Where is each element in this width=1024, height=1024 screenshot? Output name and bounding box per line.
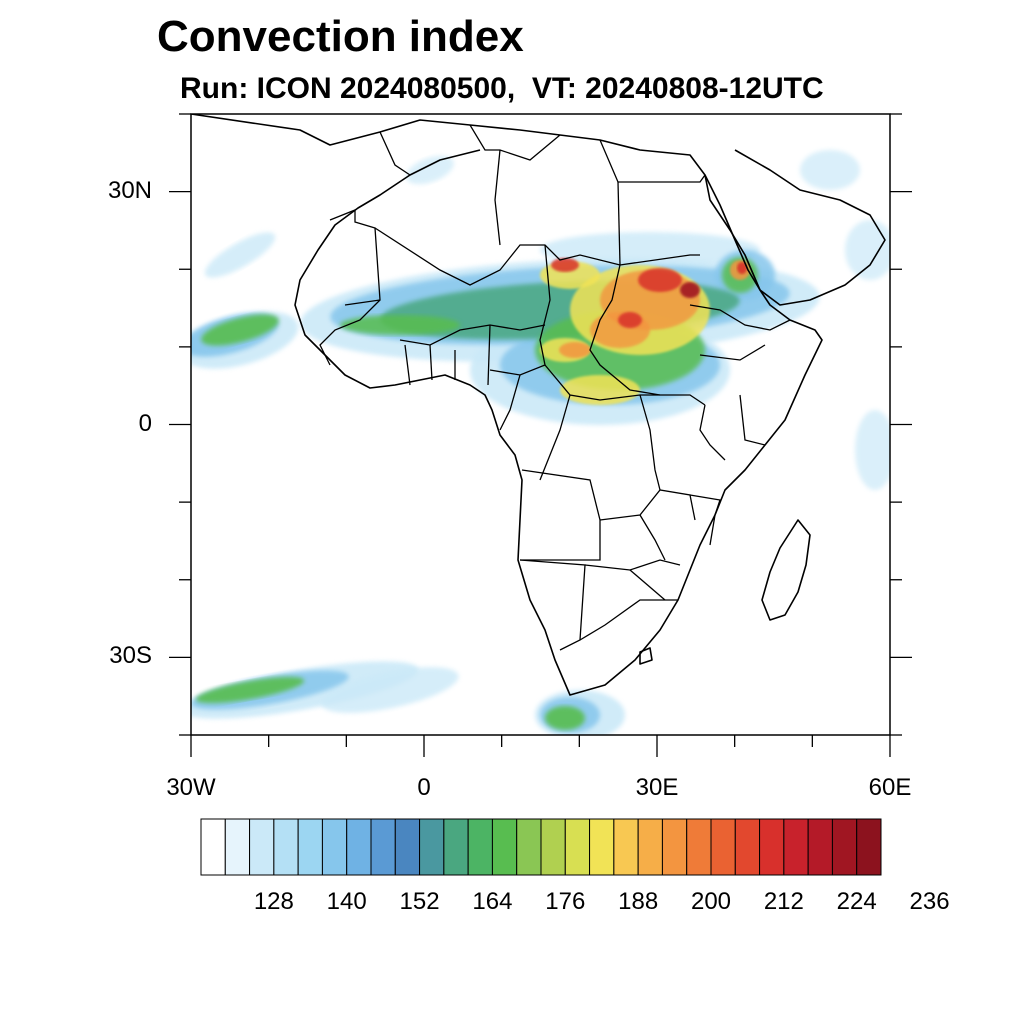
colorbar-label: 140 — [326, 888, 367, 915]
colorbar-swatch — [661, 818, 688, 876]
colorbar-swatch — [321, 818, 348, 876]
colorbar-swatch — [297, 818, 323, 876]
convection-area — [855, 410, 890, 490]
chart-subtitle: Run: ICON 2024080500, VT: 20240808-12UTC — [180, 72, 824, 105]
convection-area — [204, 232, 276, 278]
country-borders — [319, 124, 791, 651]
axis-ticks — [169, 113, 912, 757]
colorbar-swatch — [467, 818, 493, 876]
lat-label: 30S — [109, 642, 152, 670]
colorbar-swatch — [856, 818, 882, 876]
convection-area — [545, 706, 585, 730]
colorbar-swatch — [394, 818, 421, 876]
lon-label: 30W — [166, 774, 216, 801]
colorbar-swatch — [346, 818, 372, 876]
colorbar-swatch — [273, 818, 299, 876]
lon-label: 60E — [868, 774, 912, 801]
colorbar-label: 212 — [763, 888, 804, 915]
convection-area — [201, 314, 279, 346]
colorbar-label: 236 — [909, 888, 950, 915]
colorbar-swatch — [807, 818, 833, 876]
colorbar-label: 176 — [545, 888, 586, 915]
convection-area — [195, 676, 305, 704]
colorbar-swatch — [516, 818, 542, 876]
madagascar-coast — [761, 519, 811, 621]
colorbar-label: 200 — [690, 888, 732, 915]
lon-label: 0 — [417, 774, 431, 801]
colorbar-swatch — [200, 818, 226, 876]
arabia-coast — [734, 149, 886, 306]
colorbar — [200, 818, 882, 876]
colorbar-label: 188 — [618, 888, 659, 915]
africa-coastline — [191, 114, 823, 696]
colorbar-swatch — [783, 818, 809, 876]
colorbar-swatch — [224, 818, 251, 876]
convection-area — [737, 262, 747, 274]
colorbar-swatch — [491, 818, 518, 876]
colorbar-swatch — [419, 818, 445, 876]
convection-area — [340, 315, 460, 335]
colorbar-swatch — [686, 818, 712, 876]
colorbar-swatch — [759, 818, 785, 876]
lat-label: 0 — [138, 409, 152, 437]
colorbar-swatch — [831, 818, 858, 876]
colorbar-label: 152 — [399, 888, 440, 915]
lat-label: 30N — [107, 176, 152, 204]
colorbar-swatch — [710, 818, 736, 876]
colorbar-swatch — [589, 818, 615, 876]
colorbar-swatch — [540, 818, 566, 876]
colorbar-label: 128 — [253, 888, 294, 915]
colorbar-swatch — [734, 818, 761, 876]
colorbar-swatch — [613, 818, 639, 876]
convection-area — [680, 282, 700, 298]
colorbar-swatch — [637, 818, 663, 876]
convection-area — [321, 667, 459, 713]
colorbar-label: 164 — [472, 888, 513, 915]
convection-area — [559, 342, 591, 358]
colorbar-swatch — [564, 818, 591, 876]
convection-area — [618, 312, 642, 328]
plot-frame — [190, 113, 891, 736]
convection-area — [551, 258, 579, 272]
convection-area — [800, 150, 860, 190]
coastlines — [191, 114, 886, 696]
lesotho — [639, 647, 653, 665]
convection-area — [845, 220, 890, 280]
convection-field — [191, 150, 890, 735]
colorbar-label: 224 — [836, 888, 877, 915]
colorbar-swatch — [249, 818, 275, 876]
colorbar-swatch — [370, 818, 396, 876]
lon-label: 30E — [635, 774, 679, 801]
convection-area — [406, 155, 454, 185]
red-sea-west — [704, 174, 761, 291]
colorbar-swatch — [443, 818, 469, 876]
chart-title: Convection index — [157, 12, 524, 61]
convection-area — [638, 268, 682, 292]
